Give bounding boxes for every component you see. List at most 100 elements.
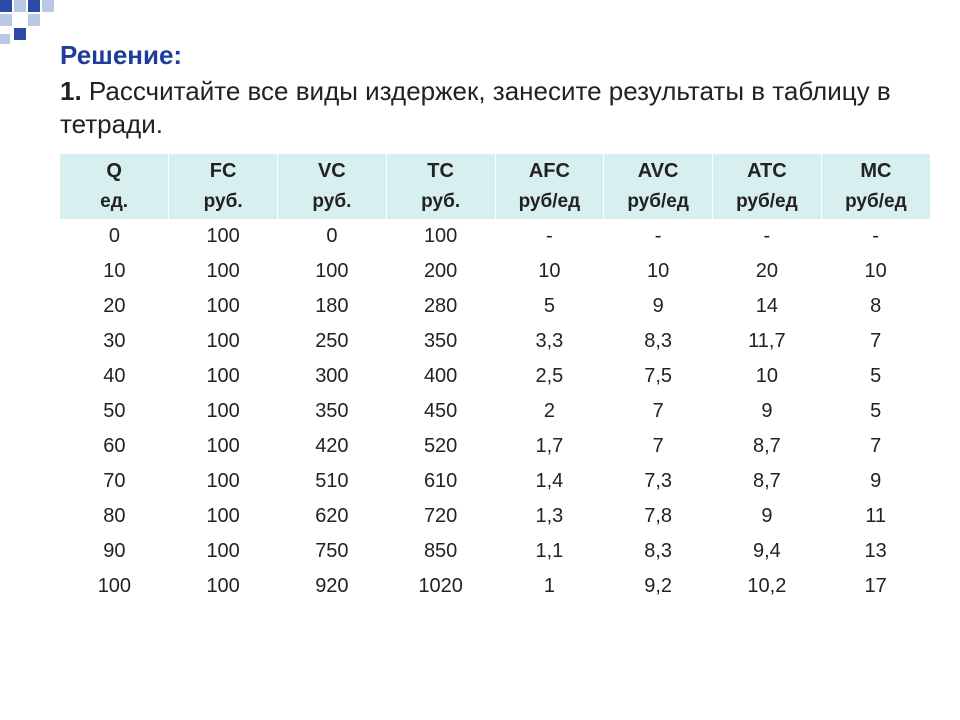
cell: 300	[278, 359, 387, 394]
col-label: Q	[64, 160, 164, 191]
cell: 100	[169, 289, 278, 324]
col-label: VC	[282, 160, 382, 191]
cell: 180	[278, 289, 387, 324]
cell: 7	[604, 429, 713, 464]
cell: 20	[60, 289, 169, 324]
col-label: MC	[826, 160, 926, 191]
cell: 850	[386, 534, 495, 569]
deco-square	[14, 28, 26, 40]
col-unit: руб.	[282, 191, 382, 213]
cell: 8	[821, 289, 930, 324]
col-label: AVC	[608, 160, 708, 191]
table-row: 601004205201,778,77	[60, 429, 930, 464]
cell: 350	[386, 324, 495, 359]
cell: 7,8	[604, 499, 713, 534]
table-row: 901007508501,18,39,413	[60, 534, 930, 569]
cell: 50	[60, 394, 169, 429]
cell: 8,7	[713, 464, 822, 499]
cell: 40	[60, 359, 169, 394]
col-unit: руб/ед	[717, 191, 817, 213]
cell: 60	[60, 429, 169, 464]
cell: 520	[386, 429, 495, 464]
deco-square	[0, 34, 10, 44]
col-header-q: Qед.	[60, 154, 169, 219]
cell: 1,4	[495, 464, 604, 499]
cell: 100	[60, 569, 169, 604]
cell: 8,7	[713, 429, 822, 464]
prompt-text: 1. Рассчитайте все виды издержек, занеси…	[60, 75, 930, 140]
col-unit: ед.	[64, 191, 164, 213]
cell: 100	[169, 429, 278, 464]
deco-square	[0, 0, 12, 12]
deco-square	[0, 14, 12, 26]
cell: 2	[495, 394, 604, 429]
cell: 400	[386, 359, 495, 394]
cell: 1,1	[495, 534, 604, 569]
cell: 5	[821, 359, 930, 394]
cell: 11	[821, 499, 930, 534]
col-header-avc: AVCруб/ед	[604, 154, 713, 219]
table-row: 100100920102019,210,217	[60, 569, 930, 604]
cell: 100	[169, 394, 278, 429]
cell: 7	[821, 324, 930, 359]
col-header-atc: ATCруб/ед	[713, 154, 822, 219]
cell: 10	[604, 254, 713, 289]
cell: 100	[169, 359, 278, 394]
col-label: TC	[391, 160, 491, 191]
table-row: 701005106101,47,38,79	[60, 464, 930, 499]
cell: 200	[386, 254, 495, 289]
cell: 9,2	[604, 569, 713, 604]
deco-square	[28, 14, 40, 26]
cell: 1,7	[495, 429, 604, 464]
col-unit: руб.	[173, 191, 273, 213]
cell: 9	[821, 464, 930, 499]
cell: 7	[604, 394, 713, 429]
table-row: 301002503503,38,311,77	[60, 324, 930, 359]
cell: 100	[278, 254, 387, 289]
slide-content: Решение: 1. Рассчитайте все виды издерже…	[60, 40, 930, 604]
cell: 9	[604, 289, 713, 324]
table-row: 501003504502795	[60, 394, 930, 429]
cell: 90	[60, 534, 169, 569]
cell: 920	[278, 569, 387, 604]
cell: 8,3	[604, 534, 713, 569]
cell: 2,5	[495, 359, 604, 394]
cell: 7	[821, 429, 930, 464]
cell: 10	[495, 254, 604, 289]
cell: 80	[60, 499, 169, 534]
cell: 11,7	[713, 324, 822, 359]
cell: -	[604, 219, 713, 254]
cell: 510	[278, 464, 387, 499]
table-row: 801006207201,37,8911	[60, 499, 930, 534]
cell: 5	[495, 289, 604, 324]
cell: 280	[386, 289, 495, 324]
col-header-vc: VCруб.	[278, 154, 387, 219]
col-unit: руб/ед	[608, 191, 708, 213]
cell: 100	[169, 534, 278, 569]
cell: 10	[821, 254, 930, 289]
col-header-tc: TCруб.	[386, 154, 495, 219]
cell: 10,2	[713, 569, 822, 604]
table-row: 401003004002,57,5105	[60, 359, 930, 394]
cell: 8,3	[604, 324, 713, 359]
col-unit: руб/ед	[826, 191, 926, 213]
cell: 0	[60, 219, 169, 254]
cell: 20	[713, 254, 822, 289]
cell: 5	[821, 394, 930, 429]
cell: 100	[169, 254, 278, 289]
table-row: 2010018028059148	[60, 289, 930, 324]
title: Решение:	[60, 40, 930, 71]
cell: 3,3	[495, 324, 604, 359]
cell: 10	[60, 254, 169, 289]
cell: 100	[386, 219, 495, 254]
col-unit: руб.	[391, 191, 491, 213]
cell: 720	[386, 499, 495, 534]
cell: 620	[278, 499, 387, 534]
table-row: 1010010020010102010	[60, 254, 930, 289]
cell: 0	[278, 219, 387, 254]
deco-square	[28, 0, 40, 12]
col-label: FC	[173, 160, 273, 191]
col-header-afc: AFCруб/ед	[495, 154, 604, 219]
cell: 1	[495, 569, 604, 604]
cell: 250	[278, 324, 387, 359]
